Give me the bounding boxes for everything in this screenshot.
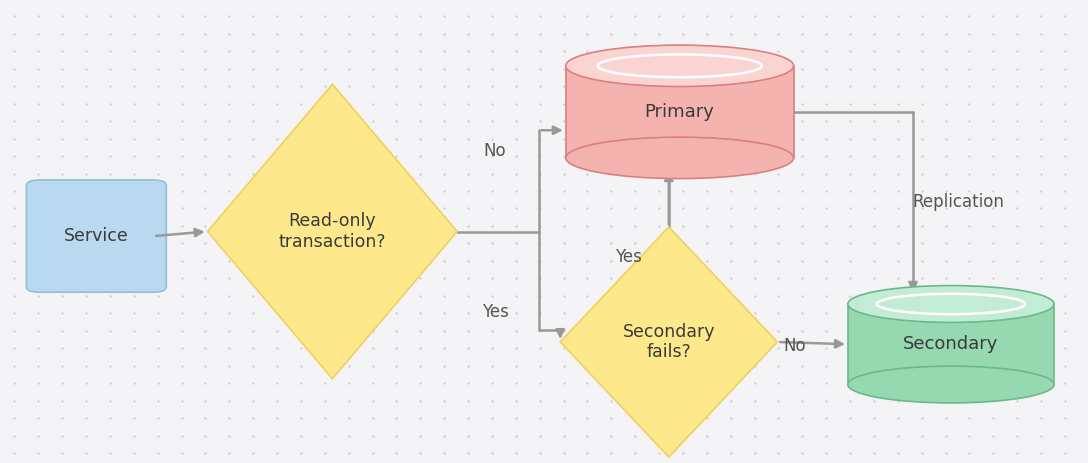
- Text: Secondary: Secondary: [903, 335, 999, 353]
- Text: Primary: Primary: [645, 103, 715, 121]
- FancyBboxPatch shape: [848, 304, 1054, 385]
- FancyBboxPatch shape: [566, 66, 793, 158]
- Text: Yes: Yes: [482, 303, 508, 321]
- Ellipse shape: [848, 366, 1054, 403]
- Text: Yes: Yes: [615, 248, 642, 266]
- Polygon shape: [208, 84, 457, 379]
- FancyBboxPatch shape: [26, 180, 166, 292]
- Text: Read-only
transaction?: Read-only transaction?: [279, 212, 386, 251]
- Ellipse shape: [566, 137, 793, 179]
- Text: Replication: Replication: [913, 193, 1004, 211]
- Text: No: No: [783, 337, 806, 355]
- Text: Service: Service: [64, 227, 128, 245]
- Text: Secondary
fails?: Secondary fails?: [622, 323, 715, 361]
- Polygon shape: [560, 227, 777, 457]
- Ellipse shape: [566, 45, 793, 87]
- Ellipse shape: [848, 286, 1054, 322]
- Text: No: No: [484, 142, 507, 160]
